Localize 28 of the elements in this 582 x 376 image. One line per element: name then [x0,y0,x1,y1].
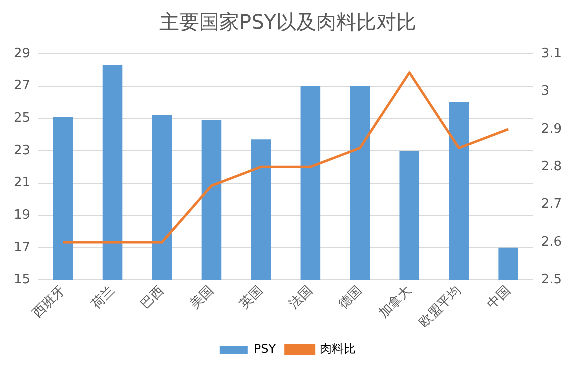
y2-tick-label: 3 [541,84,550,100]
y2-tick-label: 2.9 [541,122,562,137]
x-tick-label: 美国 [187,282,217,312]
y-tick-label: 29 [14,46,31,62]
y2-tick-label: 2.6 [541,234,562,250]
legend-label: 肉料比 [320,342,356,356]
y-tick-label: 25 [14,111,31,126]
y-tick-label: 19 [14,208,31,223]
y-tick-label: 15 [14,272,31,288]
x-tick-label: 欧盟平均 [416,283,464,331]
y2-tick-label: 2.5 [541,272,562,288]
y-tick-label: 21 [14,176,31,191]
y-tick-label: 23 [14,143,31,158]
x-tick-label: 加拿大 [376,283,415,322]
x-tick-label: 法国 [286,283,316,312]
y2-tick-label: 2.8 [541,159,562,174]
y2-tick-label: 2.7 [541,197,562,212]
y2-tick-label: 3.1 [541,46,562,62]
chart-title: 主要国家PSY以及肉料比对比 [160,10,416,34]
legend-label: PSY [254,342,277,356]
x-tick-label: 巴西 [138,283,168,312]
x-tick-label: 德国 [336,283,366,312]
x-tick-label: 西班牙 [30,283,68,322]
y-tick-label: 27 [14,78,31,94]
x-tick-label: 荷兰 [88,283,118,312]
x-tick-label: 英国 [237,283,266,312]
y-tick-label: 17 [14,240,31,256]
x-tick-label: 中国 [484,283,514,312]
